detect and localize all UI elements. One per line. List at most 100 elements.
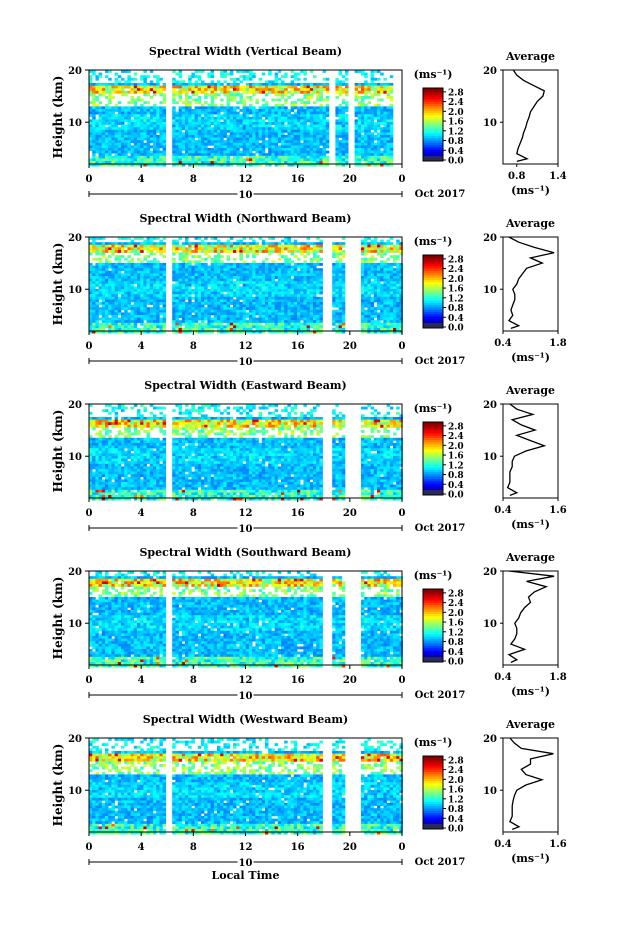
heatmap-cell bbox=[245, 252, 250, 256]
heatmap-cell bbox=[124, 150, 128, 154]
heatmap-cell bbox=[95, 140, 99, 144]
heatmap-cell bbox=[245, 122, 250, 125]
heatmap-cell bbox=[153, 119, 157, 123]
heatmap-cell bbox=[290, 244, 295, 248]
heatmap-cell bbox=[300, 325, 304, 329]
heatmap-cell bbox=[226, 283, 231, 287]
heatmap-cell bbox=[223, 109, 227, 112]
heatmap-cell bbox=[223, 307, 227, 311]
heatmap-cell bbox=[156, 129, 160, 133]
heatmap-cell bbox=[213, 83, 218, 86]
heatmap-cell bbox=[364, 150, 368, 154]
heatmap-cell bbox=[188, 252, 192, 256]
heatmap-cell bbox=[159, 263, 163, 266]
heatmap-cell bbox=[242, 320, 247, 324]
heatmap-cell bbox=[287, 276, 291, 279]
heatmap-cell bbox=[341, 111, 346, 115]
heatmap-cell bbox=[210, 304, 215, 308]
heatmap-cell bbox=[188, 148, 192, 151]
heatmap-cell bbox=[143, 286, 147, 290]
heatmap-cell bbox=[306, 265, 311, 269]
heatmap-cell bbox=[303, 90, 307, 94]
heatmap-cell bbox=[124, 294, 128, 298]
heatmap-cell bbox=[380, 132, 384, 136]
heatmap-cell bbox=[316, 153, 320, 157]
heatmap-cell bbox=[130, 320, 135, 324]
heatmap-cell bbox=[204, 85, 208, 89]
heatmap-cell bbox=[140, 150, 144, 154]
heatmap-cell bbox=[133, 127, 138, 131]
heatmap-cell bbox=[335, 122, 339, 125]
colorbar-tick-label: 2.8 bbox=[448, 88, 464, 98]
heatmap-cell bbox=[185, 286, 189, 290]
colorbar-segment bbox=[423, 103, 443, 107]
heatmap-cell bbox=[121, 88, 125, 92]
heatmap-cell bbox=[162, 325, 167, 329]
heatmap-cell bbox=[159, 135, 163, 138]
heatmap-cell bbox=[210, 158, 215, 162]
heatmap-cell bbox=[98, 260, 103, 264]
heatmap-cell bbox=[191, 127, 195, 131]
heatmap-cell bbox=[217, 268, 221, 272]
heatmap-cell bbox=[377, 111, 381, 115]
heatmap-cell bbox=[101, 150, 106, 154]
heatmap-cell bbox=[236, 244, 240, 248]
heatmap-cell bbox=[245, 148, 250, 151]
heatmap-cell bbox=[159, 155, 163, 159]
heatmap-cell bbox=[133, 304, 138, 308]
heatmap-cell bbox=[201, 265, 205, 269]
heatmap-cell bbox=[204, 307, 208, 311]
heatmap-cell bbox=[341, 88, 346, 92]
heatmap-cell bbox=[277, 296, 282, 300]
heatmap-cell bbox=[236, 265, 240, 269]
heatmap-cell bbox=[201, 90, 205, 94]
heatmap-cell bbox=[300, 148, 304, 151]
heatmap-cell bbox=[319, 150, 323, 154]
heatmap-cell bbox=[197, 88, 202, 92]
heatmap-cell bbox=[213, 276, 218, 279]
heatmap-cell bbox=[249, 77, 253, 81]
heatmap-cell bbox=[261, 294, 266, 298]
heatmap-cell bbox=[249, 317, 253, 321]
heatmap-cell bbox=[236, 239, 240, 243]
heatmap-cell bbox=[313, 101, 317, 105]
heatmap-cell bbox=[297, 129, 301, 133]
heatmap-cell bbox=[146, 325, 151, 329]
heatmap-cell bbox=[162, 129, 167, 133]
heatmap-cell bbox=[143, 124, 147, 128]
heatmap-cell bbox=[373, 109, 378, 112]
heatmap-cell bbox=[306, 294, 311, 298]
heatmap-cell bbox=[185, 153, 189, 157]
heatmap-cell bbox=[188, 111, 192, 115]
heatmap-cell bbox=[258, 328, 263, 331]
heatmap-cell bbox=[162, 289, 167, 292]
heatmap-cell bbox=[201, 88, 205, 92]
heatmap-cell bbox=[242, 237, 247, 240]
heatmap-cell bbox=[185, 294, 189, 298]
heatmap-cell bbox=[284, 322, 288, 326]
heatmap-cell bbox=[322, 124, 327, 128]
heatmap-cell bbox=[316, 98, 320, 102]
heatmap-cell bbox=[185, 88, 189, 92]
heatmap-cell bbox=[127, 328, 131, 331]
heatmap-cell bbox=[367, 150, 371, 154]
heatmap-cell bbox=[319, 111, 323, 115]
heatmap-cell bbox=[130, 317, 135, 321]
heatmap-cell bbox=[210, 129, 215, 133]
heatmap-cell bbox=[156, 109, 160, 112]
heatmap-cell bbox=[300, 312, 304, 316]
heatmap-cell bbox=[149, 150, 154, 154]
heatmap-cell bbox=[303, 309, 307, 313]
heatmap-cell bbox=[354, 150, 359, 154]
heatmap-cell bbox=[306, 140, 311, 144]
heatmap-cell bbox=[140, 237, 144, 240]
heatmap-cell bbox=[233, 281, 237, 285]
heatmap-cell bbox=[153, 142, 157, 146]
heatmap-cell bbox=[373, 106, 378, 110]
heatmap-cell bbox=[255, 88, 259, 92]
heatmap-cell bbox=[220, 302, 224, 305]
heatmap-cell bbox=[236, 114, 240, 118]
heatmap-cell bbox=[108, 83, 112, 86]
heatmap-cell bbox=[255, 145, 259, 149]
colorbar-tick-label: 0.0 bbox=[448, 157, 464, 167]
